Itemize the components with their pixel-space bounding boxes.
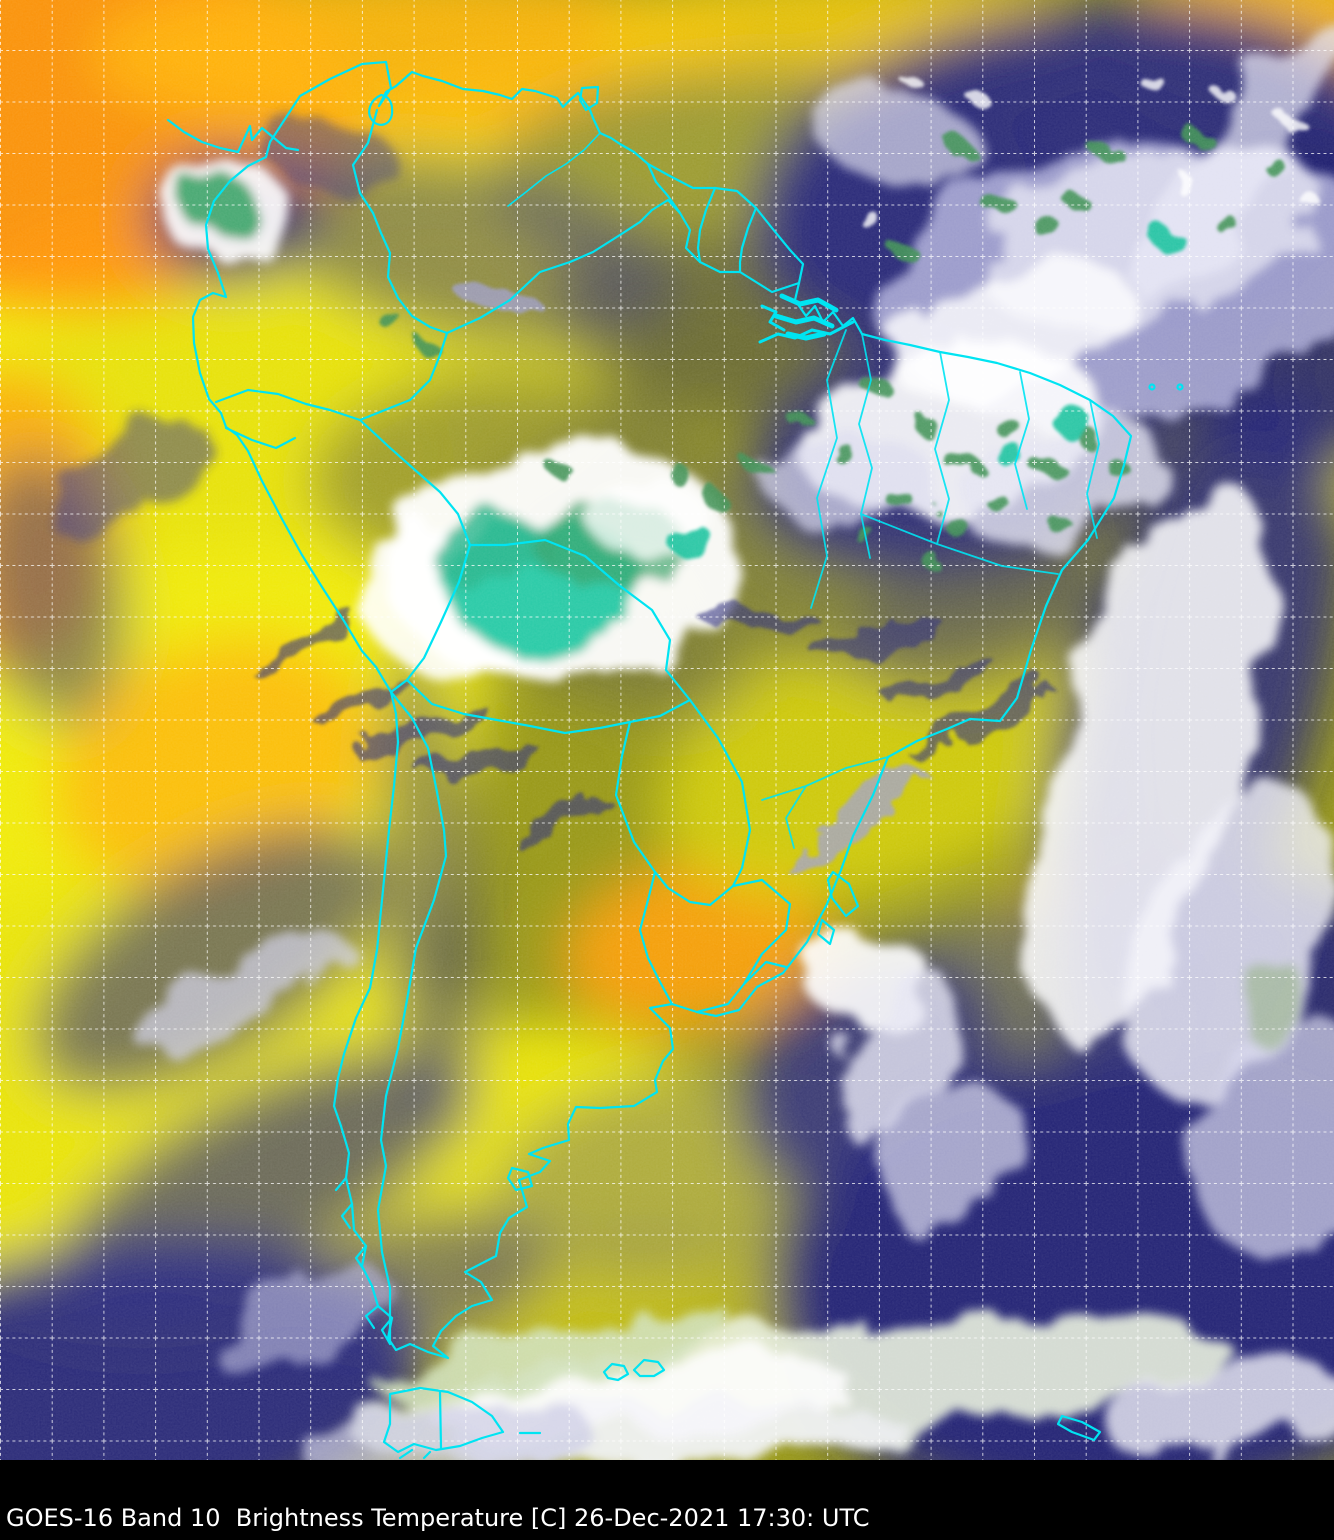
lagoon-bahia-blanca (506, 1166, 534, 1192)
island-tierra-del-fuego (382, 1386, 505, 1454)
island-trinidad (578, 85, 600, 112)
island-noronha-2 (1176, 383, 1184, 391)
fjords-chile (334, 1176, 542, 1460)
border-peru-brazil (358, 418, 472, 547)
border-ecuador-peru (224, 426, 297, 450)
border-peru-bolivia (389, 543, 472, 694)
border-guyana-venezuela (646, 162, 682, 215)
border-venezuela-brazil (445, 198, 801, 335)
border-tdf-inner (438, 1390, 443, 1450)
river-amazon (758, 304, 855, 344)
islands-falkland (602, 1358, 666, 1382)
border-guyana-suriname (696, 186, 717, 264)
latlon-grid (0, 0, 1334, 1460)
river-parana (638, 870, 674, 1006)
border-suriname-guiana (738, 206, 758, 274)
border-bolivia-argentina (405, 678, 692, 735)
country-borders (166, 60, 1184, 1460)
lagoon-dos-patos (816, 870, 860, 946)
coastline-south-america (191, 60, 1133, 1360)
island-noronha (1148, 383, 1156, 391)
island-south-georgia (1056, 1414, 1102, 1442)
border-colombia-venezuela (351, 108, 449, 335)
caption-text: GOES-16 Band 10 Brightness Temperature [… (6, 1504, 870, 1532)
border-chile-argentina (376, 690, 448, 1342)
river-orinoco (507, 132, 601, 207)
lake-maracaibo (368, 93, 394, 126)
coastline-panama (166, 118, 300, 154)
border-uruguay-river (695, 878, 792, 1014)
river-amazon-delta (773, 293, 839, 341)
border-uruguay-brazil (742, 960, 788, 986)
satellite-map (0, 0, 1334, 1460)
border-colombia-ecuador-brazil (214, 331, 449, 422)
border-paraguay-east (688, 698, 752, 888)
caption-bar: GOES-16 Band 10 Brightness Temperature [… (0, 1460, 1334, 1540)
state-borders-brazil (761, 329, 1100, 849)
border-bolivia-brazil (468, 538, 692, 702)
